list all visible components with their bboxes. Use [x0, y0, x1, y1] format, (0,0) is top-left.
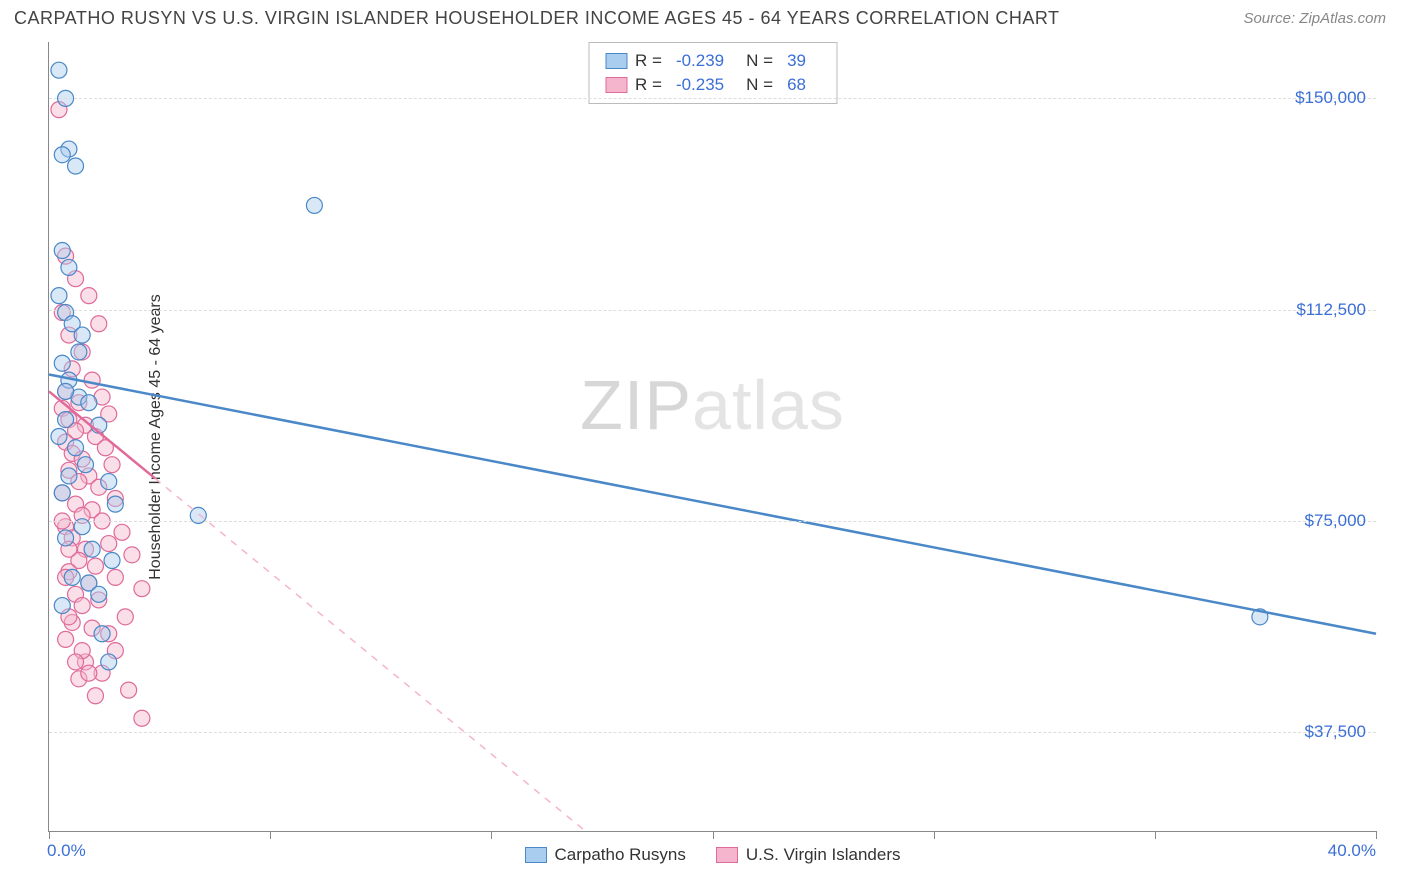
x-axis-max-label: 40.0%: [1328, 841, 1376, 861]
y-tick-label: $150,000: [1295, 88, 1366, 108]
legend-bottom-swatch-2: [716, 847, 738, 863]
y-tick-label: $75,000: [1305, 511, 1366, 531]
y-tick-label: $112,500: [1296, 300, 1366, 320]
chart-title: CARPATHO RUSYN VS U.S. VIRGIN ISLANDER H…: [14, 8, 1060, 29]
legend-bottom-swatch-1: [525, 847, 547, 863]
x-axis-min-label: 0.0%: [47, 841, 86, 861]
legend-item-1: Carpatho Rusyns: [525, 845, 686, 865]
chart-header: CARPATHO RUSYN VS U.S. VIRGIN ISLANDER H…: [0, 0, 1406, 33]
legend-item-2: U.S. Virgin Islanders: [716, 845, 901, 865]
chart-plot-area: Householder Income Ages 45 - 64 years ZI…: [48, 42, 1376, 832]
series-legend: Carpatho Rusyns U.S. Virgin Islanders: [525, 845, 901, 865]
scatter-plot-svg: [49, 42, 1376, 831]
y-tick-label: $37,500: [1305, 722, 1366, 742]
chart-source: Source: ZipAtlas.com: [1243, 10, 1386, 27]
